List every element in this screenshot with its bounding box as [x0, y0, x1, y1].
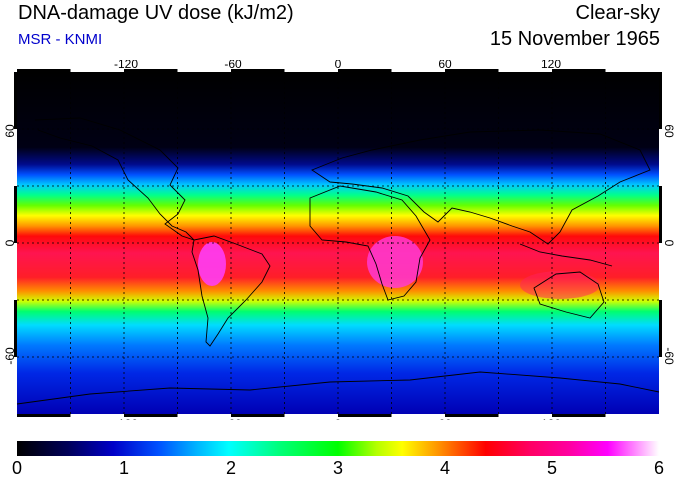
- frame-segment: [14, 129, 17, 186]
- lon-label-bottom-5: 120: [541, 417, 561, 420]
- frame-segment: [177, 414, 231, 417]
- frame-segment: [17, 414, 71, 417]
- frame-segment: [445, 69, 499, 72]
- lon-label-bottom-3: 0: [335, 417, 342, 420]
- lat-label-left-2: 0: [3, 239, 17, 246]
- frame-segment: [14, 243, 17, 300]
- uv-dose-map: -120 -60 0 60 120 -120 -60 0 60 120 60 0…: [3, 60, 676, 420]
- lon-label-top-5: 120: [541, 60, 561, 71]
- coastline-australia: [533, 271, 605, 319]
- frame-segment: [17, 69, 71, 72]
- frame-segment: [14, 300, 17, 357]
- graticule: [17, 72, 659, 414]
- colorbar-tick-label: 2: [225, 458, 237, 478]
- frame-segment: [498, 69, 552, 72]
- frame-segment: [14, 186, 17, 243]
- coastline-south-america: [191, 235, 271, 347]
- colorbar-tick-label: 4: [439, 458, 451, 478]
- colorbar: [17, 441, 659, 456]
- frame-segment: [338, 69, 392, 72]
- lat-label-right-1: 60: [662, 124, 676, 138]
- lat-label-right-2: 0: [662, 240, 676, 247]
- lon-label-top-2: -60: [224, 60, 242, 71]
- frame-segment: [14, 357, 17, 414]
- frame-segment: [70, 414, 124, 417]
- lat-label-left-1: 60: [3, 124, 17, 138]
- australia-dose-patch: [520, 271, 600, 299]
- colorbar-tick-label: 0: [11, 458, 23, 478]
- frame-segment: [659, 243, 662, 300]
- map-frame-ticks: [14, 69, 662, 417]
- frame-segment: [284, 414, 338, 417]
- sky-condition-label: Clear-sky: [575, 2, 660, 24]
- frame-segment: [659, 357, 662, 414]
- frame-segment: [338, 414, 392, 417]
- frame-segment: [445, 414, 499, 417]
- lon-label-bottom-2: -60: [224, 417, 242, 420]
- coastlines: [16, 117, 660, 405]
- coastline-europe-asia: [311, 129, 651, 245]
- frame-segment: [14, 72, 17, 129]
- coastline-north-america: [34, 117, 195, 241]
- frame-segment: [659, 300, 662, 357]
- lon-label-top-3: 0: [335, 60, 342, 71]
- frame-segment: [498, 414, 552, 417]
- lon-label-bottom-4: 60: [438, 417, 452, 420]
- frame-segment: [659, 72, 662, 129]
- colorbar-tick-label: 3: [332, 458, 344, 478]
- frame-segment: [605, 69, 659, 72]
- frame-segment: [70, 69, 124, 72]
- frame-segment: [391, 414, 445, 417]
- frame-segment: [391, 69, 445, 72]
- colorbar-tick-label: 5: [546, 458, 558, 478]
- data-source-label: MSR - KNMI: [18, 31, 103, 48]
- high-dose-africa-patch: [367, 236, 423, 288]
- lon-label-top-4: 60: [438, 60, 452, 71]
- frame-segment: [231, 69, 285, 72]
- frame-segment: [231, 414, 285, 417]
- lon-label-bottom-1: -120: [114, 417, 138, 420]
- frame-segment: [552, 414, 606, 417]
- colorbar-tick-label: 6: [653, 458, 665, 478]
- lon-label-top-1: -120: [114, 60, 138, 71]
- coastline-africa: [309, 185, 431, 301]
- high-dose-andes-patch: [198, 242, 226, 286]
- frame-segment: [284, 69, 338, 72]
- frame-segment: [124, 414, 178, 417]
- frame-segment: [177, 69, 231, 72]
- coastline-antarctica: [16, 371, 660, 405]
- map-title: DNA-damage UV dose (kJ/m2): [18, 2, 294, 24]
- lat-label-left-3: -60: [3, 347, 17, 365]
- frame-segment: [605, 414, 659, 417]
- colorbar-tick-label: 1: [118, 458, 130, 478]
- coastline-indonesia: [519, 243, 613, 267]
- lat-label-right-3: -60: [662, 347, 676, 365]
- frame-segment: [124, 69, 178, 72]
- map-date: 15 November 1965: [489, 28, 660, 50]
- frame-segment: [659, 129, 662, 186]
- frame-segment: [659, 186, 662, 243]
- frame-segment: [552, 69, 606, 72]
